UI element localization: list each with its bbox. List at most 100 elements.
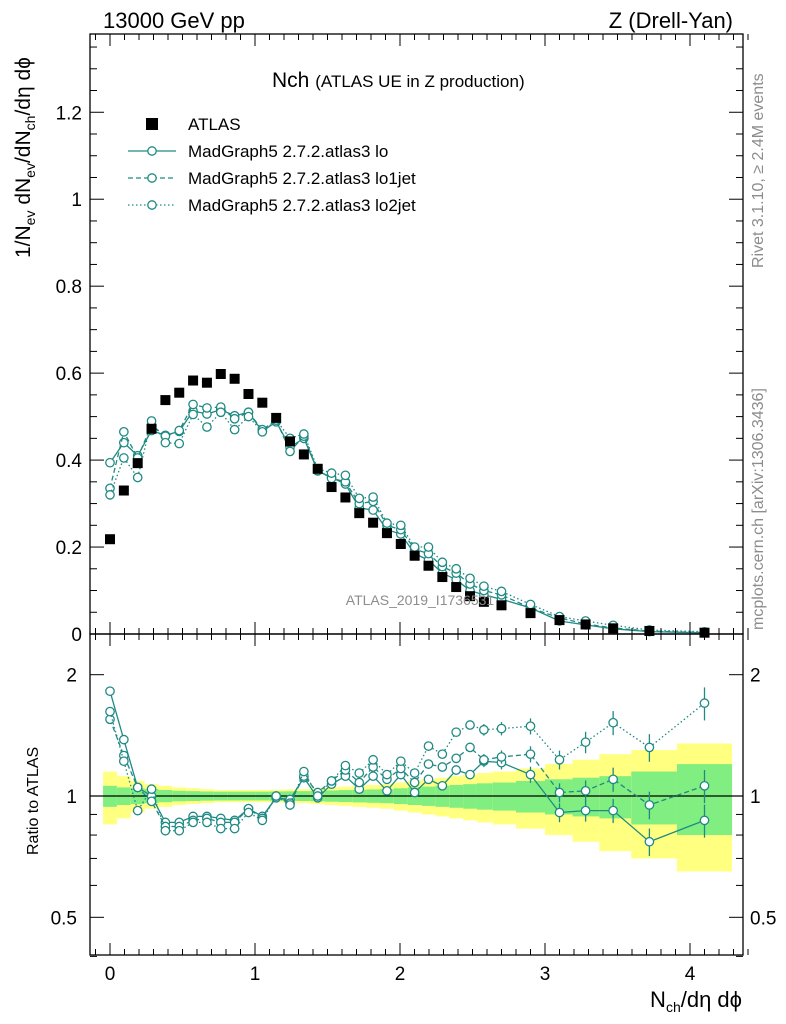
series-point-dotted — [160, 437, 171, 448]
ratio-point-dashed — [146, 796, 157, 807]
ratio-point-dashed — [525, 749, 536, 760]
x-tick-label: 3 — [540, 964, 551, 985]
ratio-y-tick-label-right: 0.5 — [750, 908, 776, 929]
ratio-point-dotted — [285, 800, 295, 810]
ratio-point-dashed — [354, 777, 365, 788]
atlas-data-point — [118, 485, 129, 496]
ratio-point-dotted — [525, 721, 536, 732]
ratio-point-solid — [451, 765, 462, 775]
analysis-watermark: ATLAS_2019_I1736531 — [346, 592, 495, 608]
ratio-y-tick-label-right: 2 — [750, 666, 761, 687]
atlas-data-point — [554, 615, 565, 626]
series-point-solid — [105, 457, 115, 468]
atlas-data-point — [465, 591, 476, 602]
x-tick-label: 1 — [250, 964, 261, 985]
legend-marker-dashed — [147, 173, 157, 183]
ratio-point-dashed — [409, 777, 420, 788]
ratio-point-solid — [554, 807, 565, 818]
series-point-dotted — [382, 518, 392, 528]
series-point-dotted — [409, 542, 420, 552]
atlas-data-points — [105, 369, 710, 638]
ratio-point-dotted — [243, 807, 254, 818]
ratio-point-dotted — [465, 720, 475, 730]
ratio-point-solid — [105, 686, 115, 697]
atlas-data-point — [215, 369, 226, 379]
ratio-y-tick-label: 1 — [66, 787, 77, 808]
ratio-point-solid — [409, 787, 420, 798]
ratio-point-dotted — [257, 815, 268, 826]
ratio-point-dashed — [496, 752, 507, 762]
atlas-data-point — [326, 482, 337, 493]
series-point-dotted — [299, 429, 309, 439]
series-point-dotted — [354, 493, 365, 504]
ratio-y-tick-label: 2 — [66, 666, 77, 687]
series-point-dotted — [243, 411, 254, 422]
ratio-series — [105, 686, 710, 857]
x-tick-label: 4 — [685, 964, 696, 985]
ratio-point-dotted — [229, 823, 240, 834]
ratio-point-dashed — [644, 800, 655, 810]
ratio-point-dotted — [118, 756, 129, 767]
ratio-point-dotted — [202, 817, 212, 828]
y-tick-label: 0.6 — [56, 364, 82, 385]
ratio-point-dashed — [699, 780, 710, 791]
ratio-point-dashed — [554, 787, 565, 798]
atlas-data-point — [257, 397, 268, 408]
ratio-point-dotted — [326, 776, 337, 786]
mcplots-label: mcplots.cern.ch [arXiv:1306.3436] — [750, 388, 767, 630]
ratio-point-dashed — [608, 774, 619, 785]
ratio-point-dotted — [496, 723, 507, 734]
plot-title-sub: (ATLAS UE in Z production) — [315, 72, 524, 91]
series-point-dashed — [174, 425, 185, 436]
series-point-dotted — [437, 557, 448, 568]
legend: ATLAS MadGraph5 2.7.2.atlas3 lo MadGraph5 … — [128, 115, 416, 215]
series-point-dotted — [395, 520, 406, 531]
atlas-data-point — [368, 517, 379, 528]
ratio-point-dotted — [644, 742, 655, 753]
series-point-dotted — [118, 453, 129, 463]
ratio-point-dotted — [580, 737, 591, 748]
atlas-data-point — [285, 436, 296, 447]
ratio-point-dotted — [423, 741, 434, 751]
atlas-data-point — [381, 528, 392, 539]
atlas-data-point — [271, 412, 282, 423]
atlas-data-point — [423, 560, 434, 571]
series-point-dotted — [326, 468, 337, 478]
ratio-point-dotted — [554, 754, 565, 765]
ratio-point-dotted — [451, 727, 462, 738]
ratio-point-dotted — [368, 754, 378, 765]
ratio-point-dotted — [479, 724, 489, 735]
axes: 0 1 2 3 4 0 0.2 0.4 0.6 0.8 1 1.2 0.5 0.5 1 1 2 2 — [51, 33, 776, 985]
atlas-data-point — [146, 423, 157, 434]
ratio-point-solid — [525, 769, 536, 780]
ratio-point-dotted — [340, 760, 351, 771]
ratio-y-axis-label: Ratio to ATLAS — [25, 747, 42, 855]
ratio-point-solid — [465, 769, 475, 780]
atlas-data-point — [132, 458, 143, 469]
legend-marker-atlas — [146, 118, 158, 130]
atlas-data-point — [395, 539, 406, 549]
y-tick-label: 0 — [71, 625, 82, 646]
ratio-point-dashed — [437, 762, 448, 772]
x-axis-label: Nch/dη dϕ — [650, 987, 742, 1015]
legend-label: MadGraph5 2.7.2.atlas3 lo — [188, 142, 388, 161]
series-point-dotted — [202, 422, 212, 432]
ratio-uncertainty-bands — [90, 743, 743, 872]
y-axis-label: 1/Nev dNev/dNch/dη dϕ — [12, 57, 38, 258]
ratio-point-dashed — [479, 754, 489, 765]
ratio-point-solid — [382, 785, 392, 796]
ratio-y-tick-label-right: 1 — [750, 787, 761, 808]
x-tick-label: 2 — [395, 964, 406, 985]
ratio-point-dashed — [423, 759, 434, 769]
legend-marker-dotted — [147, 200, 157, 210]
energy-label: 13000 GeV pp — [103, 8, 245, 33]
ratio-point-dotted — [132, 805, 143, 816]
atlas-data-point — [644, 625, 655, 636]
atlas-data-point — [451, 582, 462, 593]
atlas-data-point — [188, 375, 199, 386]
series-point-dotted — [188, 409, 198, 420]
series-point-dotted — [451, 563, 462, 574]
atlas-data-point — [201, 377, 212, 388]
ratio-point-solid — [644, 836, 655, 847]
series-point-dotted — [174, 438, 185, 449]
